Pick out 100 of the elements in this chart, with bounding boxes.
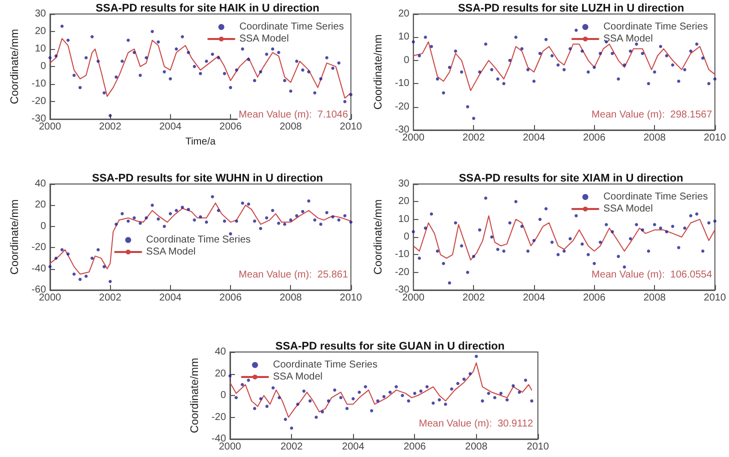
point — [102, 265, 106, 268]
y-tick-label: 0 — [404, 54, 410, 66]
point — [162, 70, 166, 74]
y-tick-label: 30 — [34, 8, 46, 20]
point — [48, 56, 52, 60]
y-axis-title: Coordinate/mm — [372, 199, 384, 275]
point — [271, 208, 274, 212]
point — [54, 256, 58, 260]
y-axis-title: Coordinate/mm — [9, 28, 22, 104]
point — [325, 211, 328, 214]
point — [246, 58, 250, 62]
chart-title: SSA-PD results for site GUAN in U direction — [275, 340, 505, 352]
point — [295, 60, 298, 63]
y-tick-label: 10 — [34, 44, 46, 55]
point — [677, 246, 680, 250]
point — [592, 262, 596, 266]
point — [400, 394, 404, 398]
point — [689, 50, 692, 53]
x-tick-label: 2002 — [99, 292, 122, 304]
point — [296, 402, 300, 406]
point — [394, 385, 398, 388]
point — [592, 66, 596, 69]
point — [574, 28, 578, 32]
point — [580, 50, 584, 53]
point — [671, 224, 674, 228]
point — [319, 222, 322, 226]
point — [246, 378, 250, 382]
point — [628, 50, 632, 53]
point — [192, 218, 196, 222]
point — [713, 77, 716, 81]
point — [484, 42, 488, 46]
point — [283, 222, 286, 226]
point — [174, 47, 178, 51]
point — [490, 235, 494, 239]
point — [530, 399, 534, 403]
point — [66, 38, 70, 42]
point — [370, 409, 374, 412]
point — [272, 386, 275, 390]
point — [289, 89, 292, 93]
point — [659, 226, 662, 230]
point — [556, 253, 560, 256]
point — [478, 228, 482, 232]
point — [108, 114, 112, 118]
point — [610, 52, 614, 56]
point — [265, 216, 268, 220]
point — [438, 398, 441, 402]
point — [468, 372, 472, 376]
y-tick-label: 0 — [220, 390, 226, 401]
point — [518, 390, 522, 394]
x-tick-label: 2004 — [522, 132, 546, 144]
y-tick-label: 40 — [214, 346, 226, 358]
point — [550, 240, 554, 244]
point — [302, 390, 306, 393]
point — [478, 70, 482, 74]
y-tick-label: 20 — [34, 26, 46, 38]
point — [496, 77, 500, 81]
point — [240, 47, 244, 51]
point — [313, 91, 316, 94]
point — [204, 60, 208, 63]
point — [290, 426, 294, 430]
point — [186, 208, 190, 212]
point — [544, 207, 548, 210]
point — [520, 224, 524, 228]
point — [349, 92, 352, 96]
point — [265, 404, 269, 408]
point — [508, 58, 512, 62]
point — [138, 222, 142, 225]
x-tick-label: 2000 — [402, 132, 425, 144]
point — [628, 237, 632, 240]
point — [259, 397, 262, 400]
point — [436, 77, 440, 81]
point — [424, 226, 428, 230]
point — [436, 250, 440, 253]
point — [448, 281, 452, 285]
point — [622, 265, 626, 269]
point — [634, 223, 638, 226]
point — [472, 254, 476, 258]
point — [78, 86, 82, 90]
point — [412, 40, 415, 44]
point — [337, 61, 340, 65]
x-tick-label: 2010 — [340, 122, 362, 133]
point — [640, 228, 644, 232]
point — [490, 68, 494, 72]
point — [487, 392, 490, 395]
point — [388, 390, 392, 394]
point — [484, 196, 488, 200]
point — [72, 272, 76, 276]
point — [326, 399, 330, 403]
x-tick-label: 2008 — [280, 122, 302, 133]
point — [313, 218, 316, 222]
point — [665, 54, 668, 58]
point — [283, 78, 286, 82]
point — [695, 42, 698, 46]
point — [376, 399, 380, 403]
point — [586, 70, 590, 74]
point — [462, 378, 466, 381]
annotation: Mean Value (m): 25.861 — [238, 270, 348, 280]
point — [259, 226, 262, 230]
point — [180, 206, 184, 209]
point — [512, 384, 515, 388]
